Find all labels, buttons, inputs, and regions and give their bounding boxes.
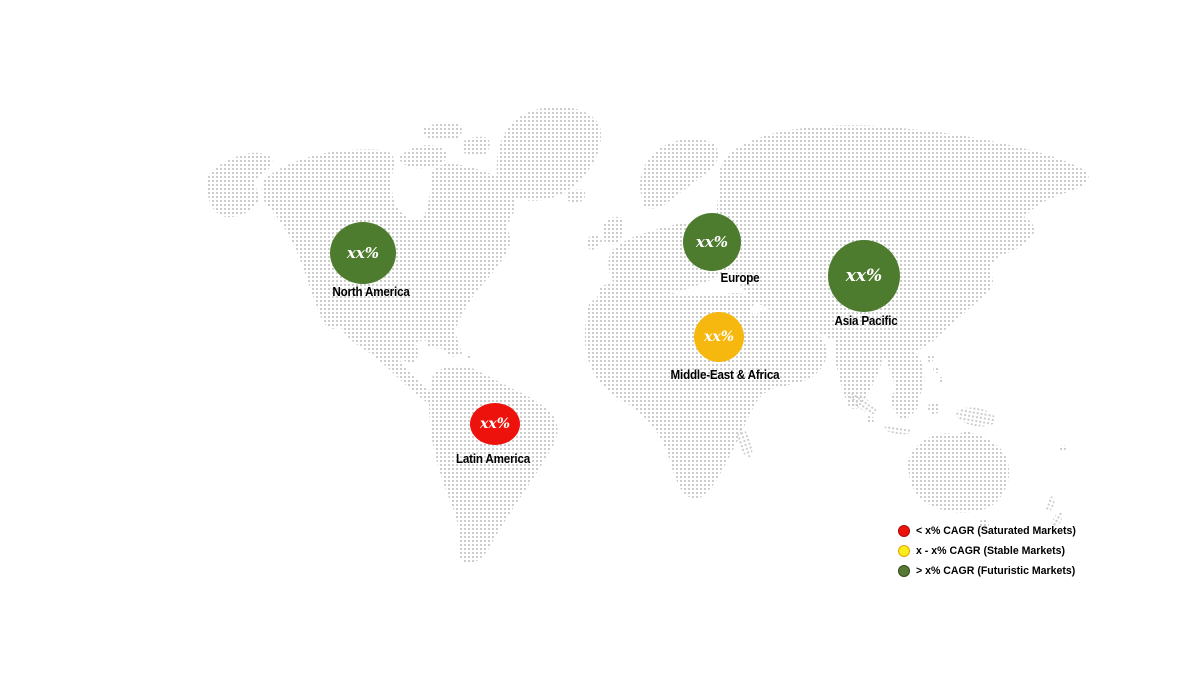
island-new-caledonia [1060,445,1066,451]
island-japan-4 [959,296,967,304]
island-ireland [587,234,602,250]
continent-south-america [429,365,558,564]
continent-australia [908,431,1010,513]
legend-item-stable: x - x% CAGR (Stable Markets) [898,541,1083,561]
region-alaska [208,152,273,218]
region-bubble-europe: xx% [683,213,741,271]
legend-item-saturated: < x% CAGR (Saturated Markets) [898,521,1083,541]
region-value: xx% [695,232,729,251]
island-sulawesi [928,402,940,414]
continent-greenland [496,106,601,201]
legend-dot-saturated-icon [898,525,910,537]
legend-item-futuristic: > x% CAGR (Futuristic Markets) [898,561,1083,581]
legend-dot-futuristic-icon [898,565,910,577]
island-sakhalin [972,230,980,250]
region-value: xx% [704,329,734,345]
island-borneo [891,387,919,417]
region-label-latin-america: Latin America [455,452,531,466]
island-uk [602,216,624,245]
region-bubble-latin-america: xx% [470,403,520,445]
legend: < x% CAGR (Saturated Markets) x - x% CAG… [898,521,1083,581]
island-sri-lanka [866,416,874,424]
island-new-zealand-north [1045,496,1055,512]
island-sumatra [847,392,877,414]
island-caribbean [466,355,470,359]
region-scandinavia [640,138,718,209]
region-label-north-america: North America [332,285,410,299]
region-value: xx% [845,265,883,286]
legend-label: x - x% CAGR (Stable Markets) [916,545,1066,557]
island-tasmania [979,519,989,529]
continent-north-america [261,149,516,406]
island-iceland [566,189,586,203]
island-hispaniola [456,349,462,355]
legend-label: < x% CAGR (Saturated Markets) [916,525,1076,537]
island-arctic-3 [462,136,490,156]
island-new-zealand-south [1051,511,1063,529]
legend-dot-stable-icon [898,545,910,557]
region-label-europe: Europe [720,271,760,285]
world-map-continents [208,106,1089,564]
continent-africa [584,293,799,500]
legend-label: > x% CAGR (Futuristic Markets) [916,565,1076,577]
region-value: xx% [346,243,380,262]
region-label-asia-pacific: Asia Pacific [834,314,898,328]
region-india [834,326,883,409]
region-bubble-asia-pacific: xx% [828,240,900,312]
island-arctic-1 [398,145,448,169]
region-bubble-middle-east-africa: xx% [694,312,744,362]
island-madagascar [737,428,753,458]
island-philippines-2 [933,367,939,373]
island-philippines-3 [938,377,944,383]
region-label-middle-east-africa: Middle-East & Africa [670,368,780,382]
region-value: xx% [480,416,510,432]
island-japan-2 [976,267,986,277]
continent-asia [716,125,1089,359]
region-bubble-north-america: xx% [330,222,396,284]
island-new-guinea [956,407,996,427]
island-falklands [482,546,488,552]
island-japan-1 [984,254,992,262]
island-japan-3 [966,283,976,293]
island-cuba [428,337,454,349]
island-philippines-1 [926,354,934,362]
island-java [884,425,912,435]
island-arctic-2 [422,122,462,140]
